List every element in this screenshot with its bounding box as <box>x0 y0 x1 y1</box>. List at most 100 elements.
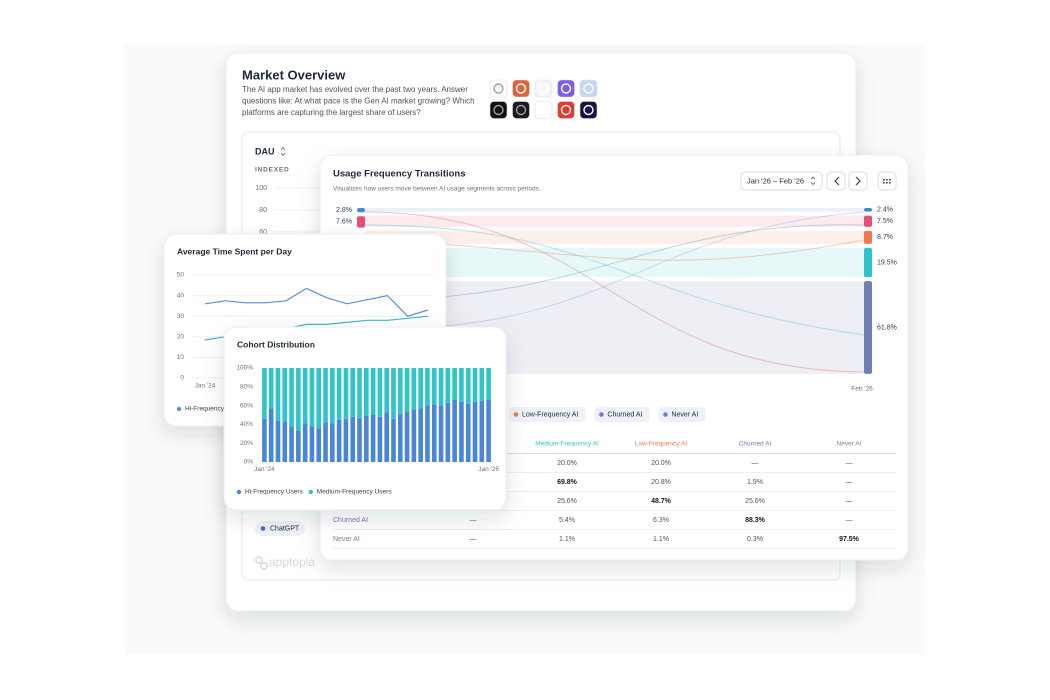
bar-segment <box>472 401 478 462</box>
bar-segment <box>302 368 308 424</box>
table-header: Medium-Frequency AI <box>535 441 599 448</box>
x-tick-label: Jan '24 <box>195 383 216 390</box>
table-cell: — <box>846 479 853 486</box>
legend-dot <box>308 489 313 495</box>
y-tick-label: 60 <box>259 229 267 236</box>
watermark-logo <box>255 556 263 564</box>
bar-segment <box>384 368 389 413</box>
bar-segment <box>391 418 396 462</box>
row-label: Churned AI <box>333 517 368 524</box>
watermark: apptopia <box>269 555 315 569</box>
table-cell: — <box>846 460 853 467</box>
app-icon-glyph <box>538 104 549 116</box>
bar-segment <box>431 404 437 462</box>
legend-dot <box>513 412 519 417</box>
table-cell: 20.0% <box>557 460 577 467</box>
app-icon <box>557 101 575 119</box>
sankey-node <box>357 216 365 228</box>
flow-link <box>364 224 865 336</box>
bar-segment <box>438 368 444 406</box>
app-icon-glyph <box>493 104 504 116</box>
app-icon <box>557 79 575 98</box>
bar-segment <box>336 368 342 420</box>
bar-segment <box>459 368 464 402</box>
grid-icon <box>889 179 891 181</box>
bar-segment <box>296 368 301 431</box>
bar-segment <box>397 414 403 462</box>
description-line: platforms are capturing the largest shar… <box>242 108 421 117</box>
card-title: Usage Frequency Transitions <box>333 169 466 180</box>
table-cell: — <box>846 517 853 524</box>
sankey-node <box>864 230 872 244</box>
bar-segment <box>309 368 315 427</box>
app-icon <box>489 101 508 119</box>
table-header: Churned AI <box>739 441 772 448</box>
flow-band <box>365 230 864 244</box>
bar-segment <box>309 426 315 462</box>
bar-segment <box>425 368 430 406</box>
y-tick-label: 0% <box>244 459 254 466</box>
bar-segment <box>282 368 288 422</box>
bar-segment <box>364 415 369 462</box>
card-title: Market Overview <box>242 67 346 82</box>
legend-label: Hi-Frequency Users <box>245 489 304 496</box>
grid-icon <box>883 179 885 181</box>
nav-arrow <box>855 176 861 186</box>
bar-segment <box>282 421 288 462</box>
legend-chip[interactable] <box>509 407 586 422</box>
legend-dot <box>176 406 182 412</box>
node-label: 8.7% <box>877 234 893 241</box>
bar-segment <box>289 426 294 462</box>
legend-label: Never AI <box>671 411 698 418</box>
y-tick-label: 20% <box>240 440 253 447</box>
date-range-picker[interactable] <box>740 171 823 191</box>
bar-segment <box>268 368 274 409</box>
legend-label: Hi-Frequency Users <box>185 406 244 413</box>
bar-segment <box>296 430 301 462</box>
app-icon <box>512 79 530 98</box>
nav-button[interactable] <box>848 171 868 191</box>
bar-segment <box>452 368 457 400</box>
legend-chip[interactable] <box>594 407 650 422</box>
bar-segment <box>316 428 322 462</box>
y-tick-label: 30 <box>177 313 185 320</box>
table-header: Never AI <box>837 441 862 448</box>
table-cell: 69.8% <box>557 479 578 486</box>
legend-chip[interactable] <box>658 407 706 422</box>
node-label: 2.8% <box>336 207 352 214</box>
node-label: 61.8% <box>877 324 897 331</box>
nav-button[interactable] <box>826 171 846 191</box>
app-icon-glyph <box>538 83 549 94</box>
bar-segment <box>364 368 369 416</box>
flow-band <box>365 247 864 278</box>
bar-segment <box>411 368 417 410</box>
table-cell: 88.3% <box>745 517 766 524</box>
flow-link <box>364 224 865 301</box>
table-cell: 5.4% <box>559 517 575 524</box>
app-icon-glyph <box>493 83 504 94</box>
table-cell: 1.9% <box>747 479 763 486</box>
selector-icon[interactable] <box>280 146 286 157</box>
table-cell: 20.0% <box>651 460 671 467</box>
bar-segment <box>289 368 294 427</box>
x-tick-label: Jan '24 <box>254 466 275 473</box>
app-icon <box>489 79 508 98</box>
legend-label: ChatGPT <box>270 525 300 532</box>
table-cell: 97.5% <box>839 536 860 543</box>
y-tick-label: 50 <box>177 272 185 279</box>
app-icon-glyph <box>583 83 594 94</box>
app-icon <box>534 79 553 98</box>
chart-title: Cohort Distribution <box>237 339 315 349</box>
legend-dot <box>599 412 604 417</box>
bar-segment <box>330 368 335 424</box>
grid-button[interactable] <box>877 171 897 191</box>
bar-segment <box>377 368 383 417</box>
legend-chip[interactable] <box>255 521 305 536</box>
flow-band <box>365 215 864 227</box>
y-tick-label: 60% <box>240 402 253 409</box>
bar-segment <box>479 368 485 401</box>
node-label: 19.5% <box>877 259 897 266</box>
table-cell: 1.1% <box>559 536 575 543</box>
legend-label: Medium-Frequency Users <box>317 489 393 496</box>
legend-label: Low-Frequency AI <box>522 411 578 418</box>
